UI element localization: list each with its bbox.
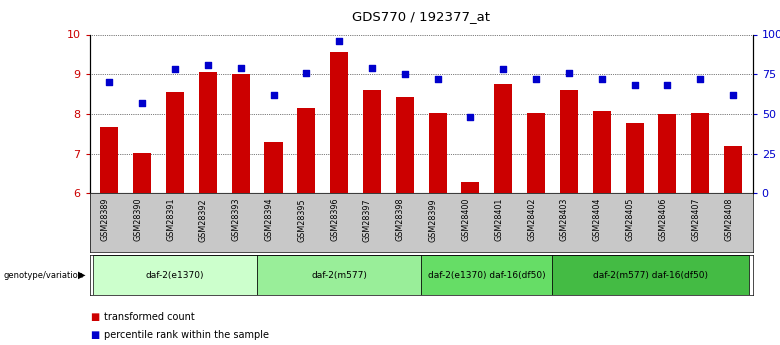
Text: GSM28406: GSM28406	[658, 198, 668, 241]
Bar	[560, 90, 578, 193]
Text: GSM28408: GSM28408	[724, 198, 733, 241]
Point	[595, 76, 608, 82]
Point	[562, 70, 575, 75]
Text: GSM28401: GSM28401	[495, 198, 503, 241]
Bar	[462, 182, 480, 193]
Text: GSM28390: GSM28390	[133, 198, 142, 241]
Point	[530, 76, 542, 82]
Text: GSM28393: GSM28393	[232, 198, 241, 241]
Bar	[264, 141, 282, 193]
Point	[629, 82, 641, 88]
Bar	[527, 113, 545, 193]
Bar	[691, 113, 709, 193]
Text: GSM28397: GSM28397	[363, 198, 372, 241]
Text: GSM28407: GSM28407	[691, 198, 700, 241]
Point	[201, 62, 214, 67]
Bar	[330, 52, 348, 193]
Text: GSM28400: GSM28400	[462, 198, 470, 241]
Text: GDS770 / 192377_at: GDS770 / 192377_at	[353, 10, 490, 23]
Point	[497, 67, 509, 72]
Bar	[552, 255, 750, 295]
Bar	[626, 123, 644, 193]
Point	[661, 82, 674, 88]
Point	[727, 92, 739, 98]
Text: daf-2(m577) daf-16(df50): daf-2(m577) daf-16(df50)	[594, 270, 708, 280]
Text: daf-2(m577): daf-2(m577)	[311, 270, 367, 280]
Point	[431, 76, 444, 82]
Text: ▶: ▶	[78, 270, 86, 280]
Point	[235, 65, 247, 71]
Text: GSM28392: GSM28392	[199, 198, 207, 241]
Text: GSM28394: GSM28394	[264, 198, 274, 241]
Bar	[593, 111, 611, 193]
Text: ■: ■	[90, 312, 99, 322]
Point	[464, 114, 477, 120]
Bar	[101, 127, 119, 193]
Bar	[232, 74, 250, 193]
Text: GSM28389: GSM28389	[101, 198, 109, 241]
Text: GSM28396: GSM28396	[330, 198, 339, 241]
Point	[103, 79, 115, 85]
Bar	[297, 108, 315, 193]
Bar	[395, 97, 414, 193]
Bar	[257, 255, 421, 295]
Bar	[724, 146, 742, 193]
Text: ■: ■	[90, 330, 99, 339]
Text: transformed count: transformed count	[104, 312, 194, 322]
Bar	[421, 255, 552, 295]
Bar	[658, 114, 676, 193]
Point	[399, 71, 411, 77]
Point	[300, 70, 313, 75]
Bar	[495, 84, 512, 193]
Text: daf-2(e1370) daf-16(df50): daf-2(e1370) daf-16(df50)	[428, 270, 546, 280]
Text: percentile rank within the sample: percentile rank within the sample	[104, 330, 269, 339]
Point	[268, 92, 280, 98]
Bar	[133, 153, 151, 193]
Text: GSM28391: GSM28391	[166, 198, 175, 241]
Text: GSM28402: GSM28402	[527, 198, 536, 241]
Bar	[428, 113, 447, 193]
Bar	[363, 90, 381, 193]
Text: GSM28404: GSM28404	[593, 198, 601, 241]
Text: genotype/variation: genotype/variation	[4, 270, 84, 280]
Bar	[93, 255, 257, 295]
Bar	[166, 92, 184, 193]
Point	[333, 38, 346, 43]
Text: GSM28398: GSM28398	[395, 198, 405, 241]
Bar	[199, 72, 217, 193]
Point	[168, 67, 181, 72]
Text: GSM28405: GSM28405	[626, 198, 635, 241]
Point	[694, 76, 707, 82]
Text: GSM28399: GSM28399	[429, 198, 438, 241]
Text: GSM28403: GSM28403	[560, 198, 569, 241]
Text: daf-2(e1370): daf-2(e1370)	[146, 270, 204, 280]
Text: GSM28395: GSM28395	[297, 198, 307, 241]
Point	[366, 65, 378, 71]
Point	[136, 100, 148, 106]
